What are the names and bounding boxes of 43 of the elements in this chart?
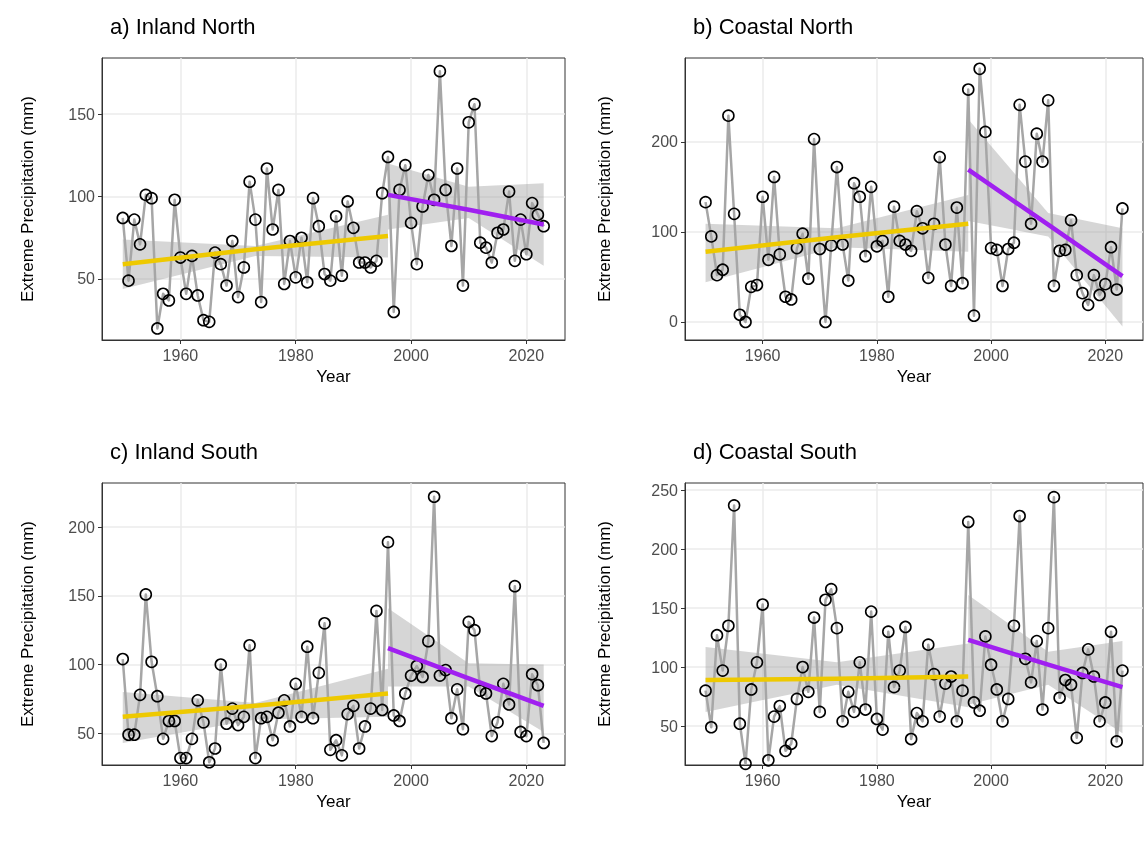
x-tick-label: 2000 [393, 771, 429, 789]
x-axis-title: Year [316, 367, 352, 386]
x-axis-title: Year [896, 792, 932, 811]
y-tick-label: 200 [68, 518, 96, 536]
x-tick-label: 2020 [508, 771, 545, 789]
x-tick-label: 1960 [744, 346, 781, 364]
x-tick-label: 1960 [744, 771, 781, 789]
y-axis-title: Extreme Precipitation (mm) [18, 521, 37, 727]
y-axis-title: Extreme Precipitation (mm) [595, 96, 614, 302]
y-tick-label: 100 [651, 658, 679, 676]
x-tick-label: 1960 [162, 771, 199, 789]
x-tick-label: 2000 [973, 771, 1009, 789]
x-tick-label: 1960 [162, 346, 199, 364]
x-tick-label: 2000 [973, 346, 1009, 364]
x-axis-title: Year [896, 367, 932, 386]
chart-title: a) Inland North [110, 13, 256, 39]
x-tick-label: 2000 [393, 346, 429, 364]
x-tick-label: 2020 [1087, 346, 1124, 364]
y-tick-label: 100 [651, 223, 679, 241]
x-tick-label: 1980 [859, 771, 895, 789]
x-axis-title: Year [316, 792, 352, 811]
x-tick-label: 1980 [277, 346, 314, 364]
y-tick-label: 50 [77, 724, 96, 742]
y-tick-label: 200 [651, 540, 679, 558]
x-tick-label: 2020 [1087, 771, 1124, 789]
x-tick-label: 1980 [859, 346, 895, 364]
chart-title: c) Inland South [110, 438, 258, 464]
x-tick-label: 1980 [277, 771, 314, 789]
y-tick-label: 150 [68, 587, 96, 605]
y-tick-label: 50 [660, 717, 679, 735]
y-tick-label: 250 [651, 481, 679, 499]
y-tick-label: 100 [68, 656, 96, 674]
y-tick-label: 150 [68, 105, 96, 123]
y-tick-label: 100 [68, 188, 96, 206]
y-axis-title: Extreme Precipitation (mm) [18, 96, 37, 302]
y-axis-title: Extreme Precipitation (mm) [595, 521, 614, 727]
y-tick-label: 200 [651, 133, 679, 151]
y-tick-label: 150 [651, 599, 679, 617]
chart-title: b) Coastal North [693, 13, 854, 39]
y-tick-label: 50 [77, 270, 96, 288]
x-tick-label: 2020 [508, 346, 545, 364]
y-tick-label: 0 [669, 313, 679, 331]
chart-title: d) Coastal South [693, 438, 857, 464]
